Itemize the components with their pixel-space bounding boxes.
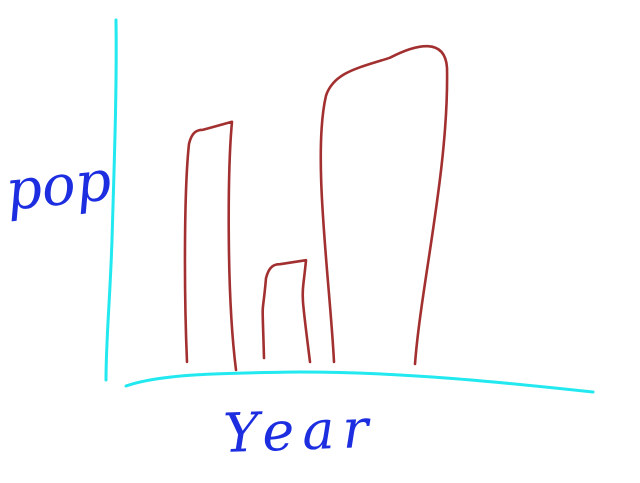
bar-1 xyxy=(183,120,238,372)
bar-3 xyxy=(319,44,449,366)
y-axis-line xyxy=(104,18,118,382)
y-axis-label: pop xyxy=(3,148,115,224)
bar-2 xyxy=(261,258,312,364)
bars-group xyxy=(183,44,449,372)
x-axis-label: Year xyxy=(222,397,377,465)
x-axis-line xyxy=(124,370,595,394)
